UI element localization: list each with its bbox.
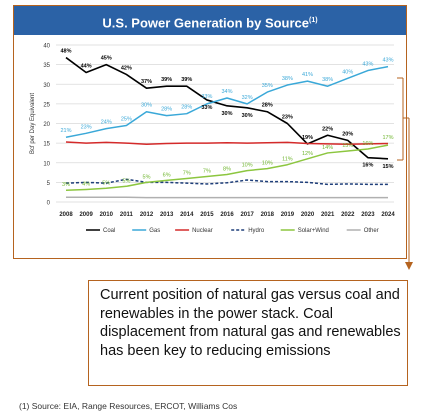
data-label: 7% [183,170,191,176]
data-label: 3% [62,182,70,188]
series-line-coal [65,56,389,160]
y-tick-label: 25 [43,102,50,108]
data-label: 37% [141,79,152,85]
callout-text: Current position of natural gas versus c… [100,287,401,359]
chart-title-note: (1) [309,17,318,24]
x-tick-label: 2008 [59,212,73,218]
y-tick-label: 40 [43,44,50,50]
data-label: 11% [282,157,293,163]
legend-label: Hydro [248,228,265,234]
data-label: 10% [242,163,253,169]
x-tick-label: 2018 [261,212,275,218]
x-tick-label: 2013 [160,212,174,218]
data-label: 12% [302,151,313,157]
data-label: 8% [223,167,231,173]
data-label: 17% [382,135,393,141]
data-label: 30% [242,113,253,119]
data-label: 10% [262,161,273,167]
data-label: 7% [203,168,211,174]
chart-title: U.S. Power Generation by Source [102,15,310,31]
data-label: 34% [221,89,232,95]
data-label: 40% [342,69,353,75]
data-label: 28% [262,103,273,109]
data-label: 38% [322,77,333,83]
data-label: 5% [143,174,151,180]
y-tick-label: 15 [43,142,50,148]
legend-label: Nuclear [192,228,213,234]
data-label: 28% [161,107,172,113]
legend-label: Gas [149,228,160,234]
data-label: 39% [161,77,172,83]
x-tick-label: 2022 [341,212,355,218]
data-label: 4% [82,181,90,187]
x-tick-label: 2014 [180,212,194,218]
x-tick-label: 2009 [79,212,93,218]
legend-label: Other [364,228,379,234]
x-tick-label: 2023 [361,212,375,218]
data-label: 30% [221,111,232,117]
data-label: 16% [362,141,373,147]
data-label: 6% [163,172,171,178]
data-label: 41% [302,72,313,78]
chart-frame: U.S. Power Generation by Source(1) [13,5,407,259]
x-tick-label: 2011 [120,212,134,218]
arrow-head [405,262,413,270]
series-line-nuclear [65,141,389,146]
series-line-hydro [65,178,388,186]
data-label: 30% [141,103,152,109]
data-label: 19% [302,135,313,141]
data-label: 16% [362,163,373,169]
x-tick-label: 2012 [140,212,154,218]
y-tick-label: 20 [43,122,50,128]
x-tick-label: 2016 [220,212,234,218]
x-tick-label: 2021 [321,212,335,218]
data-label: 42% [121,65,132,71]
data-label: 23% [282,115,293,121]
data-label: 22% [322,126,333,132]
x-tick-label: 2019 [281,212,295,218]
y-tick-label: 5 [47,181,51,187]
y-tick-label: 0 [47,201,51,207]
source-footnote: (1) Source: EIA, Range Resources, ERCOT,… [19,401,238,411]
data-label: 20% [342,131,353,137]
data-label: 15% [342,143,353,149]
data-label: 35% [262,83,273,89]
x-tick-label: 2017 [240,212,254,218]
data-label: 15% [382,164,393,170]
y-tick-label: 10 [43,161,50,167]
y-tick-label: 30 [43,83,50,89]
y-tick-label: 35 [43,63,50,69]
data-label: 28% [181,105,192,111]
data-label: 48% [60,49,71,55]
data-label: 43% [382,58,393,64]
data-label: 23% [81,124,92,130]
y-axis-label: Bcf per Day Equivalent [30,93,36,154]
chart-title-bar: U.S. Power Generation by Source(1) [14,6,406,35]
series-line-solar-wind [65,144,389,191]
x-tick-label: 2010 [100,212,114,218]
series-line-gas [65,65,389,138]
data-label: 45% [101,56,112,62]
data-label: 44% [81,63,92,69]
x-tick-label: 2024 [381,212,395,218]
data-label: 43% [362,62,373,68]
legend-label: Coal [103,228,115,234]
data-label: 25% [121,116,132,122]
data-label: 32% [242,95,253,101]
data-label: 21% [60,128,71,134]
data-label: 33% [201,105,212,111]
x-tick-label: 2020 [301,212,315,218]
data-label: 39% [181,77,192,83]
x-tick-label: 2015 [200,212,214,218]
data-label: 5% [122,178,130,184]
data-label: 38% [282,76,293,82]
data-label: 14% [322,145,333,151]
data-label: 5% [102,180,110,186]
legend-label: Solar+Wind [298,228,329,234]
callout-box: Current position of natural gas versus c… [88,280,408,386]
data-label: 33% [201,94,212,100]
data-label: 24% [101,120,112,126]
